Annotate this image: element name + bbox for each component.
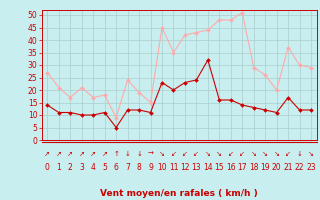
Text: 22: 22: [295, 164, 304, 172]
Text: ↘: ↘: [262, 151, 268, 157]
Text: 20: 20: [272, 164, 282, 172]
Text: 13: 13: [192, 164, 201, 172]
Text: ↙: ↙: [194, 151, 199, 157]
Text: 7: 7: [125, 164, 130, 172]
Text: 16: 16: [226, 164, 236, 172]
Text: 1: 1: [56, 164, 61, 172]
Text: ↓: ↓: [297, 151, 302, 157]
Text: 19: 19: [260, 164, 270, 172]
Text: 15: 15: [214, 164, 224, 172]
Text: ↗: ↗: [79, 151, 85, 157]
Text: 17: 17: [237, 164, 247, 172]
Text: ↗: ↗: [67, 151, 73, 157]
Text: ↙: ↙: [182, 151, 188, 157]
Text: ↗: ↗: [90, 151, 96, 157]
Text: 12: 12: [180, 164, 190, 172]
Text: ↗: ↗: [56, 151, 62, 157]
Text: 5: 5: [102, 164, 107, 172]
Text: 14: 14: [203, 164, 213, 172]
Text: ↙: ↙: [239, 151, 245, 157]
Text: ↓: ↓: [125, 151, 131, 157]
Text: ↘: ↘: [308, 151, 314, 157]
Text: ↘: ↘: [251, 151, 257, 157]
Text: ↘: ↘: [159, 151, 165, 157]
Text: →: →: [148, 151, 154, 157]
Text: 3: 3: [79, 164, 84, 172]
Text: ↙: ↙: [228, 151, 234, 157]
Text: ↓: ↓: [136, 151, 142, 157]
Text: 18: 18: [249, 164, 259, 172]
Text: 4: 4: [91, 164, 96, 172]
Text: ↗: ↗: [44, 151, 50, 157]
Text: ↙: ↙: [285, 151, 291, 157]
Text: Vent moyen/en rafales ( km/h ): Vent moyen/en rafales ( km/h ): [100, 189, 258, 198]
Text: ↑: ↑: [113, 151, 119, 157]
Text: 6: 6: [114, 164, 119, 172]
Text: 8: 8: [137, 164, 141, 172]
Text: ↘: ↘: [274, 151, 280, 157]
Text: 11: 11: [169, 164, 178, 172]
Text: 2: 2: [68, 164, 73, 172]
Text: ↗: ↗: [102, 151, 108, 157]
Text: 21: 21: [284, 164, 293, 172]
Text: 23: 23: [306, 164, 316, 172]
Text: ↘: ↘: [205, 151, 211, 157]
Text: 9: 9: [148, 164, 153, 172]
Text: 10: 10: [157, 164, 167, 172]
Text: ↙: ↙: [171, 151, 176, 157]
Text: 0: 0: [45, 164, 50, 172]
Text: ↘: ↘: [216, 151, 222, 157]
